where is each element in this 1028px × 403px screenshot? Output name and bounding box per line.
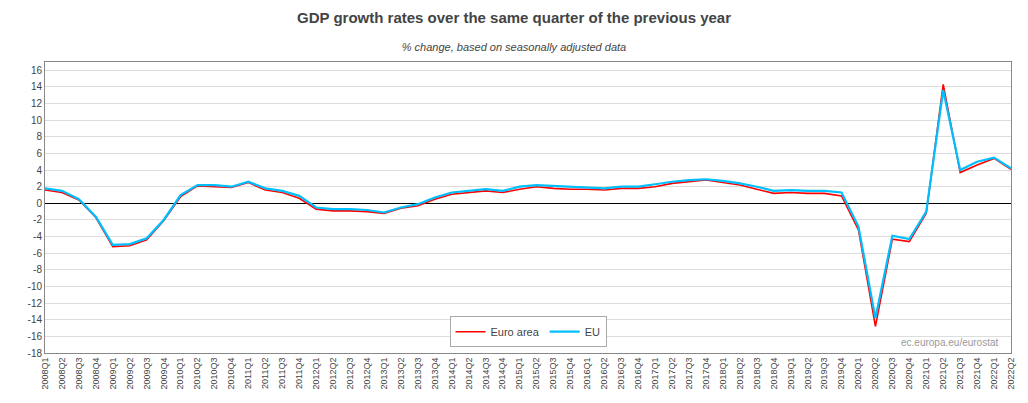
svg-text:-12: -12 bbox=[28, 298, 43, 309]
svg-text:-14: -14 bbox=[28, 314, 43, 325]
svg-text:2013Q2: 2013Q2 bbox=[396, 358, 406, 390]
svg-text:2010Q1: 2010Q1 bbox=[176, 358, 186, 390]
svg-text:2021Q4: 2021Q4 bbox=[972, 358, 982, 390]
svg-text:2016Q4: 2016Q4 bbox=[633, 358, 643, 390]
svg-text:2018Q3: 2018Q3 bbox=[752, 358, 762, 390]
svg-text:2016Q2: 2016Q2 bbox=[599, 358, 609, 390]
svg-text:2017Q2: 2017Q2 bbox=[667, 358, 677, 390]
svg-text:4: 4 bbox=[36, 165, 42, 176]
svg-text:2021Q1: 2021Q1 bbox=[921, 358, 931, 390]
svg-text:2010Q4: 2010Q4 bbox=[226, 358, 236, 390]
svg-text:2016Q3: 2016Q3 bbox=[616, 358, 626, 390]
svg-text:2009Q3: 2009Q3 bbox=[142, 358, 152, 390]
svg-text:2011Q3: 2011Q3 bbox=[277, 358, 287, 389]
svg-text:-4: -4 bbox=[33, 231, 42, 242]
svg-text:GDP growth rates over the same: GDP growth rates over the same quarter o… bbox=[297, 9, 731, 26]
svg-text:2022Q2: 2022Q2 bbox=[1006, 358, 1016, 390]
svg-text:14: 14 bbox=[31, 81, 43, 92]
svg-text:-6: -6 bbox=[33, 248, 42, 259]
svg-text:2: 2 bbox=[36, 181, 42, 192]
svg-text:EU: EU bbox=[585, 326, 600, 338]
svg-text:2009Q1: 2009Q1 bbox=[108, 358, 118, 390]
svg-text:2012Q2: 2012Q2 bbox=[328, 358, 338, 390]
svg-text:2014Q3: 2014Q3 bbox=[481, 358, 491, 390]
svg-text:2019Q4: 2019Q4 bbox=[836, 358, 846, 390]
svg-text:0: 0 bbox=[36, 198, 42, 209]
svg-text:-18: -18 bbox=[28, 348, 43, 359]
svg-text:% change, based on seasonally: % change, based on seasonally adjusted d… bbox=[402, 41, 626, 53]
svg-text:2021Q3: 2021Q3 bbox=[955, 358, 965, 390]
svg-text:2020Q3: 2020Q3 bbox=[887, 358, 897, 390]
svg-text:2011Q1: 2011Q1 bbox=[243, 358, 253, 389]
svg-text:6: 6 bbox=[36, 148, 42, 159]
svg-text:-16: -16 bbox=[28, 331, 43, 342]
svg-text:2012Q4: 2012Q4 bbox=[362, 358, 372, 390]
svg-text:2017Q1: 2017Q1 bbox=[650, 358, 660, 390]
svg-text:2017Q3: 2017Q3 bbox=[684, 358, 694, 390]
svg-text:2022Q1: 2022Q1 bbox=[989, 358, 999, 390]
svg-text:2014Q1: 2014Q1 bbox=[447, 358, 457, 390]
svg-text:2009Q2: 2009Q2 bbox=[125, 358, 135, 390]
svg-text:2012Q1: 2012Q1 bbox=[311, 358, 321, 390]
svg-text:2008Q1: 2008Q1 bbox=[40, 358, 50, 390]
svg-text:16: 16 bbox=[31, 65, 43, 76]
svg-text:2013Q1: 2013Q1 bbox=[379, 358, 389, 390]
svg-text:Euro area: Euro area bbox=[491, 326, 540, 338]
svg-text:2018Q4: 2018Q4 bbox=[769, 358, 779, 390]
svg-text:2017Q4: 2017Q4 bbox=[701, 358, 711, 390]
svg-text:2011Q2: 2011Q2 bbox=[260, 358, 270, 389]
svg-text:ec.europa.eu/eurostat: ec.europa.eu/eurostat bbox=[901, 337, 999, 348]
svg-text:2010Q3: 2010Q3 bbox=[209, 358, 219, 390]
svg-text:2015Q1: 2015Q1 bbox=[514, 358, 524, 390]
svg-text:10: 10 bbox=[31, 115, 43, 126]
svg-text:2014Q2: 2014Q2 bbox=[464, 358, 474, 390]
svg-text:-10: -10 bbox=[28, 281, 43, 292]
svg-text:2018Q1: 2018Q1 bbox=[718, 358, 728, 390]
svg-text:2013Q4: 2013Q4 bbox=[430, 358, 440, 390]
svg-text:8: 8 bbox=[36, 131, 42, 142]
svg-text:-2: -2 bbox=[33, 214, 42, 225]
svg-text:2013Q3: 2013Q3 bbox=[413, 358, 423, 390]
svg-text:2021Q2: 2021Q2 bbox=[938, 358, 948, 390]
svg-text:2010Q2: 2010Q2 bbox=[192, 358, 202, 390]
svg-text:2015Q2: 2015Q2 bbox=[531, 358, 541, 390]
svg-text:2015Q3: 2015Q3 bbox=[548, 358, 558, 390]
svg-text:2019Q3: 2019Q3 bbox=[820, 358, 830, 390]
svg-text:2018Q2: 2018Q2 bbox=[735, 358, 745, 390]
svg-text:2015Q4: 2015Q4 bbox=[565, 358, 575, 390]
svg-text:2020Q2: 2020Q2 bbox=[870, 358, 880, 390]
svg-text:2014Q4: 2014Q4 bbox=[498, 358, 508, 390]
svg-text:2020Q4: 2020Q4 bbox=[904, 358, 914, 390]
svg-text:2008Q2: 2008Q2 bbox=[57, 358, 67, 390]
svg-text:2019Q2: 2019Q2 bbox=[803, 358, 813, 390]
svg-text:2020Q1: 2020Q1 bbox=[853, 358, 863, 390]
svg-text:2009Q4: 2009Q4 bbox=[159, 358, 169, 390]
svg-text:2011Q4: 2011Q4 bbox=[294, 358, 304, 389]
svg-text:2008Q4: 2008Q4 bbox=[91, 358, 101, 390]
svg-text:2019Q1: 2019Q1 bbox=[786, 358, 796, 390]
svg-text:2008Q3: 2008Q3 bbox=[74, 358, 84, 390]
svg-text:-8: -8 bbox=[33, 264, 42, 275]
svg-text:2012Q3: 2012Q3 bbox=[345, 358, 355, 390]
svg-text:2016Q1: 2016Q1 bbox=[582, 358, 592, 390]
svg-text:12: 12 bbox=[31, 98, 43, 109]
